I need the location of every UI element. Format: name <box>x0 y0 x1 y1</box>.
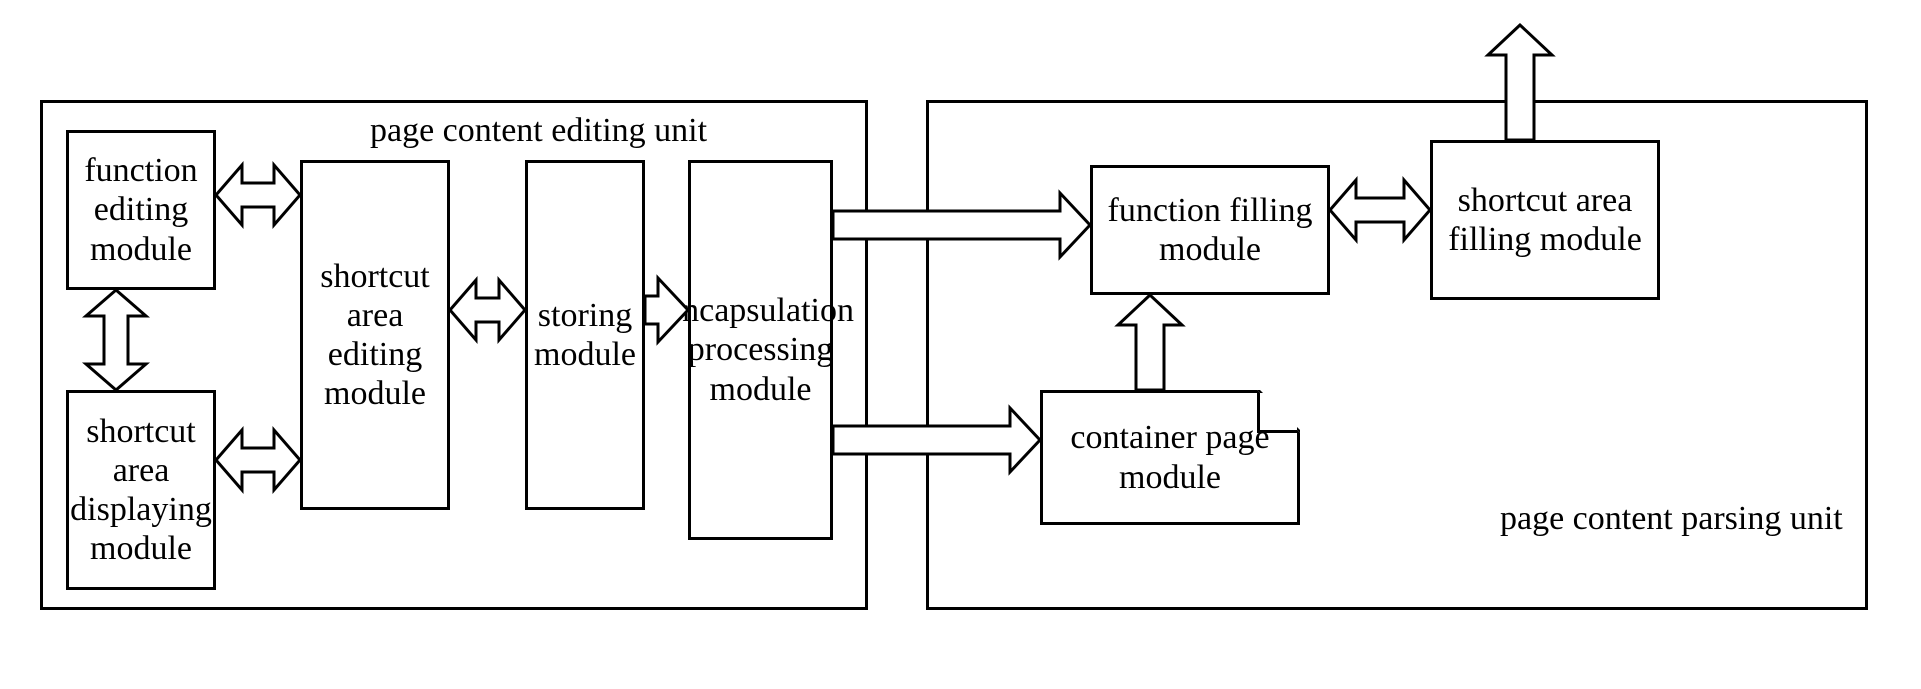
shortcut-edit: shortcut area editing module <box>300 160 450 510</box>
arrow-e3 <box>216 430 300 490</box>
arrow-e4 <box>450 280 525 340</box>
encaps: encapsulation processing module <box>688 160 833 540</box>
arrow-e1 <box>86 290 146 390</box>
arrow-e9 <box>1330 180 1430 240</box>
storing: storing module <box>525 160 645 510</box>
encaps-label: encapsulation processing module <box>667 291 854 408</box>
shortcut-display-label: shortcut area displaying module <box>70 412 212 568</box>
func-filling: function filling module <box>1090 165 1330 295</box>
func-editing: function editing module <box>66 130 216 290</box>
arrow-e8 <box>1118 295 1182 390</box>
arrow-e6 <box>833 193 1090 257</box>
arrow-e7 <box>833 408 1040 472</box>
storing-label: storing module <box>532 296 638 374</box>
shortcut-display: shortcut area displaying module <box>66 390 216 590</box>
container-page-label: container page module <box>1047 418 1293 496</box>
shortcut-edit-label: shortcut area editing module <box>307 257 443 413</box>
arrow-e10 <box>1488 25 1552 140</box>
unit-editing-label: page content editing unit <box>370 112 707 150</box>
arrow-e2 <box>216 165 300 225</box>
container-page: container page module <box>1040 390 1300 525</box>
func-filling-label: function filling module <box>1097 191 1323 269</box>
arrow-e5 <box>645 278 688 342</box>
func-editing-label: function editing module <box>73 151 209 268</box>
shortcut-fill: shortcut area filling module <box>1430 140 1660 300</box>
shortcut-fill-label: shortcut area filling module <box>1437 181 1653 259</box>
unit-parsing-label: page content parsing unit <box>1500 500 1843 538</box>
diagram-canvas: page content editing unit page content pa… <box>0 0 1921 689</box>
